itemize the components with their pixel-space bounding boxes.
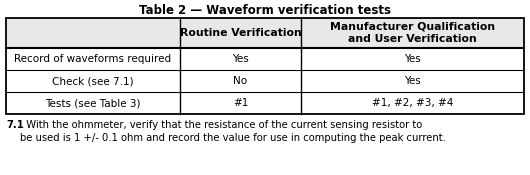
Text: Tests (see Table 3): Tests (see Table 3): [45, 98, 140, 108]
Text: Check (see 7.1): Check (see 7.1): [52, 76, 134, 86]
Text: Yes: Yes: [404, 54, 421, 64]
Text: No: No: [233, 76, 248, 86]
Text: Yes: Yes: [232, 54, 249, 64]
Bar: [6, 18, 524, 48]
Text: Yes: Yes: [404, 76, 421, 86]
Bar: [6, 18, 524, 114]
Text: Routine Verification: Routine Verification: [180, 28, 301, 38]
Text: #1: #1: [233, 98, 248, 108]
Text: #1, #2, #3, #4: #1, #2, #3, #4: [372, 98, 453, 108]
Text: Manufacturer Qualification
and User Verification: Manufacturer Qualification and User Veri…: [330, 22, 495, 44]
Text: Table 2 — Waveform verification tests: Table 2 — Waveform verification tests: [139, 4, 391, 16]
Text: Record of waveforms required: Record of waveforms required: [14, 54, 171, 64]
Text: With the ohmmeter, verify that the resistance of the current sensing resistor to: With the ohmmeter, verify that the resis…: [20, 120, 446, 143]
Text: 7.1: 7.1: [6, 120, 24, 130]
